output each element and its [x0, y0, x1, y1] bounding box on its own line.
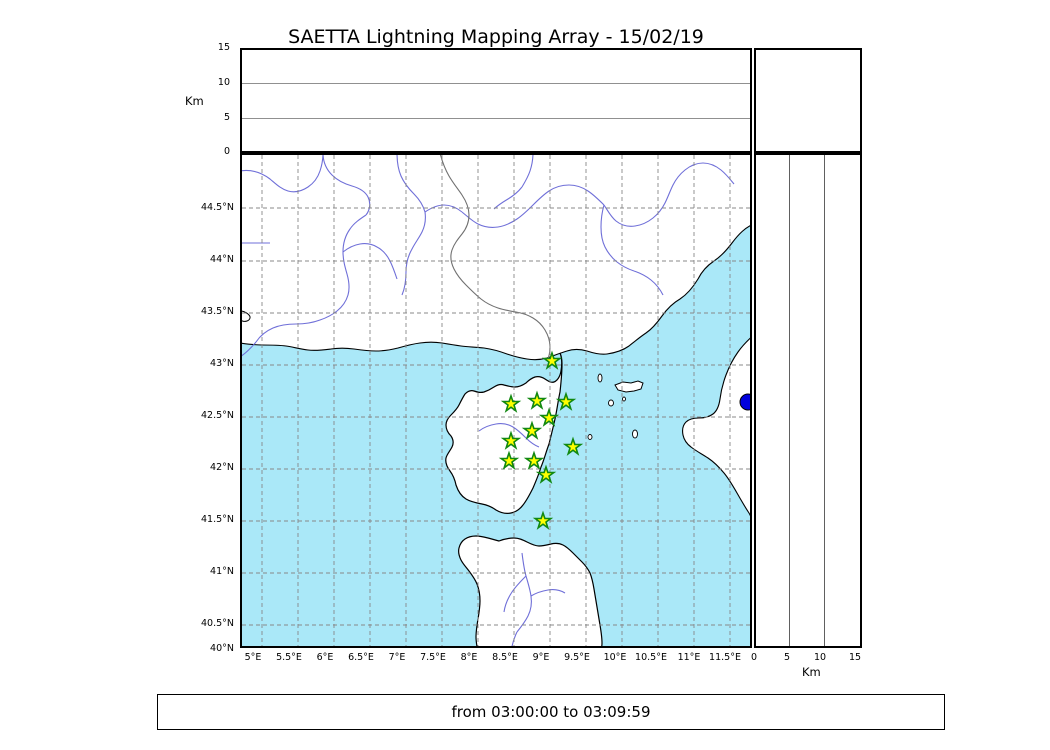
- station-star: [500, 430, 522, 450]
- station-star: [532, 510, 554, 530]
- station-star: [541, 350, 563, 370]
- lma-station-markers[interactable]: [498, 350, 584, 530]
- station-star: [500, 393, 522, 413]
- km-tick-5: 5: [783, 652, 791, 663]
- status-text: from 03:00:00 to 03:09:59: [451, 703, 651, 721]
- lon-tick-6-5: 6.5°E: [348, 652, 374, 663]
- station-star: [523, 450, 545, 470]
- station-star: [555, 391, 577, 411]
- land-provence-coast: [242, 310, 251, 322]
- altitude-latitude-panel: [754, 153, 862, 648]
- corsica-island-shape: [445, 352, 563, 514]
- status-bar: from 03:00:00 to 03:09:59: [157, 694, 945, 730]
- lon-tick-10-5: 10.5°E: [635, 652, 667, 663]
- lon-tick-9: 9°E: [532, 652, 550, 663]
- gridline-km-5: [789, 155, 790, 646]
- map-canvas: [242, 155, 752, 646]
- km-axis-label-right: Km: [802, 665, 821, 679]
- alt-tick-10: 10: [217, 77, 230, 88]
- capraia-island: [597, 373, 603, 383]
- alt-tick-5: 5: [223, 112, 230, 123]
- lon-tick-10: 10°E: [603, 652, 627, 663]
- lon-tick-9-5: 9.5°E: [564, 652, 590, 663]
- lat-tick-42-5: 42.5°N: [200, 410, 234, 421]
- country-borders: [439, 155, 551, 362]
- lon-tick-5: 5°E: [244, 652, 262, 663]
- lon-tick-7-5: 7.5°E: [420, 652, 446, 663]
- station-star: [526, 390, 548, 410]
- gridline-km-10: [824, 155, 825, 646]
- lon-tick-8: 8°E: [460, 652, 478, 663]
- land-mainland-europe: [242, 155, 750, 361]
- gridline-alt-5: [242, 118, 750, 119]
- station-star: [538, 407, 560, 427]
- altitude-axis-label: Km: [185, 94, 204, 108]
- station-star: [521, 420, 543, 440]
- station-star: [562, 436, 584, 456]
- lat-tick-43-5: 43.5°N: [200, 306, 234, 317]
- land-italy-peninsula: [682, 337, 750, 517]
- km-tick-10: 10: [813, 652, 827, 663]
- lon-tick-11: 11°E: [677, 652, 701, 663]
- altitude-longitude-panel: [240, 48, 752, 153]
- lat-tick-41: 41°N: [210, 566, 234, 577]
- lat-tick-44: 44°N: [210, 254, 234, 265]
- station-star: [498, 450, 520, 470]
- page-title: SAETTA Lightning Mapping Array - 15/02/1…: [288, 26, 704, 48]
- lat-tick-41-5: 41.5°N: [200, 514, 234, 525]
- km-tick-0: 0: [750, 652, 758, 663]
- lon-tick-7: 7°E: [388, 652, 406, 663]
- lat-tick-43: 43°N: [210, 358, 234, 369]
- source-marker-blue[interactable]: [739, 393, 752, 411]
- lon-tick-5-5: 5.5°E: [276, 652, 302, 663]
- alt-tick-15: 15: [217, 42, 230, 53]
- alt-tick-0: 0: [223, 146, 230, 157]
- lon-tick-11-5: 11.5°E: [709, 652, 741, 663]
- lat-tick-40: 40°N: [210, 643, 234, 654]
- lat-tick-42: 42°N: [210, 462, 234, 473]
- gridline-alt-10: [242, 83, 750, 84]
- lon-tick-8-5: 8.5°E: [492, 652, 518, 663]
- km-tick-15: 15: [848, 652, 862, 663]
- map-gridlines: [242, 155, 750, 646]
- station-star: [535, 464, 557, 484]
- corner-panel: [754, 48, 862, 153]
- lat-tick-40-5: 40.5°N: [200, 618, 234, 629]
- map-panel[interactable]: [240, 153, 752, 648]
- lat-tick-44-5: 44.5°N: [200, 202, 234, 213]
- lon-tick-6: 6°E: [316, 652, 334, 663]
